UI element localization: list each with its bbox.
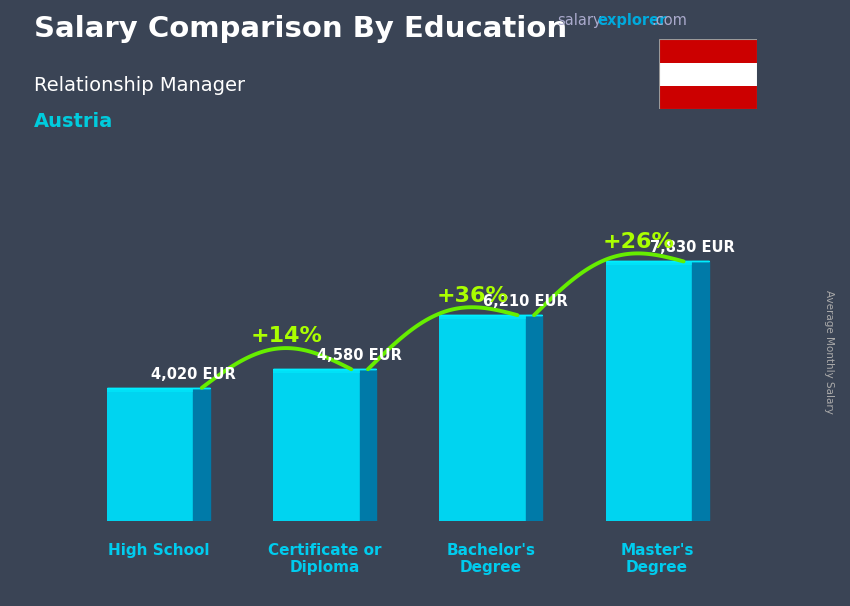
Bar — [659, 62, 756, 86]
Text: Average Monthly Salary: Average Monthly Salary — [824, 290, 834, 413]
Text: explorer: explorer — [598, 13, 667, 28]
Polygon shape — [526, 315, 542, 521]
Text: Relationship Manager: Relationship Manager — [34, 76, 245, 95]
Polygon shape — [360, 369, 377, 521]
Bar — [605, 261, 692, 521]
Bar — [107, 388, 194, 521]
Bar — [659, 86, 756, 109]
Bar — [273, 369, 360, 521]
Text: Master's
Degree: Master's Degree — [620, 543, 694, 575]
Text: Bachelor's
Degree: Bachelor's Degree — [446, 543, 536, 575]
Text: +36%: +36% — [436, 285, 508, 305]
Text: 7,830 EUR: 7,830 EUR — [649, 241, 734, 256]
Text: High School: High School — [108, 543, 209, 558]
Bar — [439, 315, 526, 521]
Bar — [439, 315, 526, 319]
Text: Austria: Austria — [34, 112, 113, 131]
Polygon shape — [194, 388, 210, 521]
Text: Certificate or
Diploma: Certificate or Diploma — [268, 543, 382, 575]
Bar — [107, 388, 194, 392]
Text: salary: salary — [557, 13, 601, 28]
Text: Salary Comparison By Education: Salary Comparison By Education — [34, 15, 567, 43]
Bar — [659, 39, 756, 62]
Bar — [605, 261, 692, 265]
Text: +26%: +26% — [603, 231, 674, 251]
Text: 6,210 EUR: 6,210 EUR — [484, 294, 568, 309]
Bar — [273, 369, 360, 373]
Text: +14%: +14% — [251, 327, 322, 347]
Polygon shape — [692, 261, 709, 521]
Text: .com: .com — [651, 13, 687, 28]
Text: 4,020 EUR: 4,020 EUR — [151, 367, 235, 382]
Text: 4,580 EUR: 4,580 EUR — [317, 348, 402, 363]
